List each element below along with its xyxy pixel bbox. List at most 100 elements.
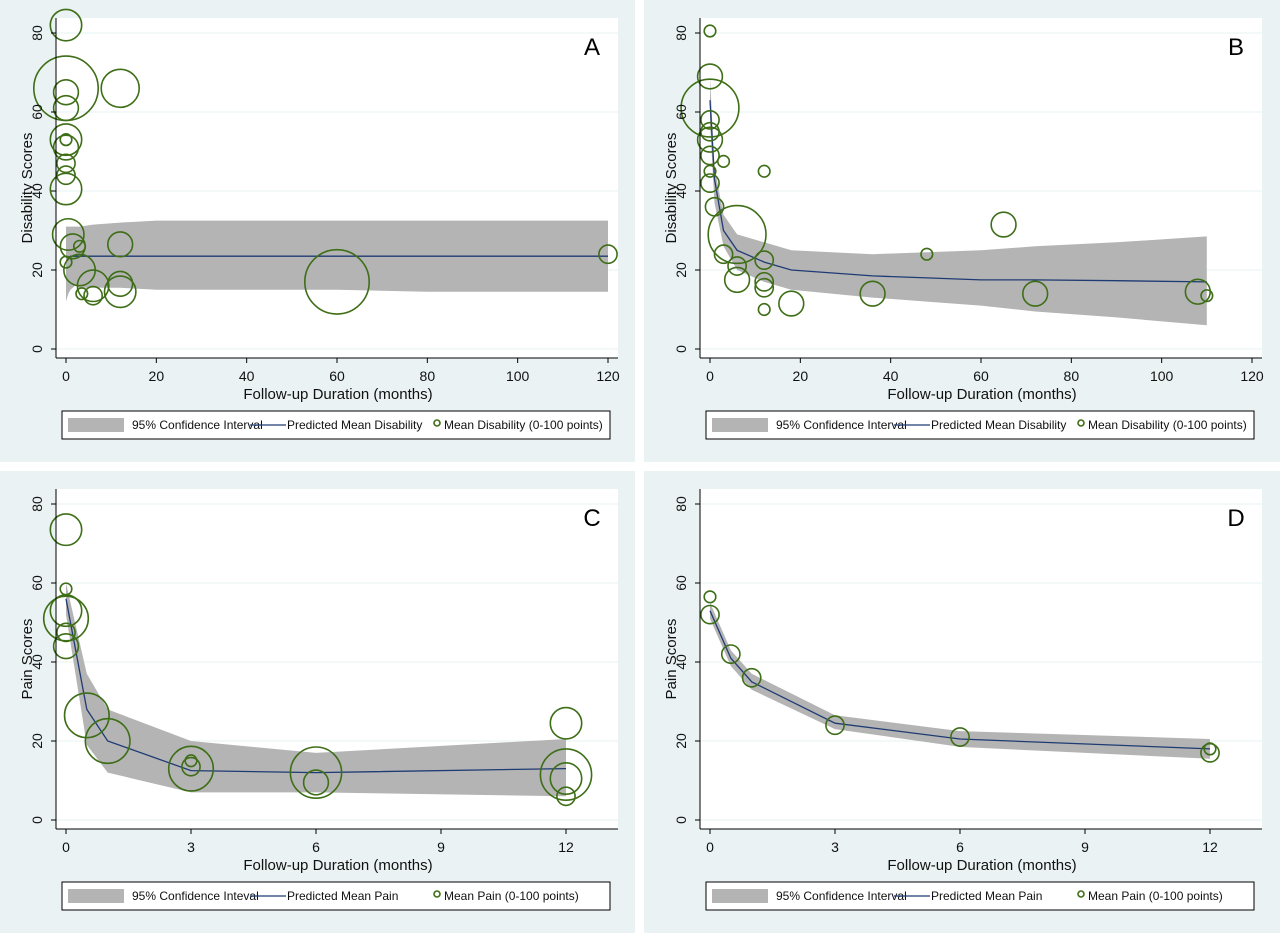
data-point-bubble (778, 290, 805, 317)
y-axis-title: Disability Scores (19, 133, 36, 244)
y-tick-label: 80 (29, 25, 45, 41)
prediction-line (709, 100, 1207, 283)
data-point-bubble (696, 126, 724, 153)
confidence-band (66, 583, 566, 797)
data-point-bubble (713, 244, 734, 265)
legend-label-line: Predicted Mean Pain (287, 889, 398, 903)
y-tick-label: 20 (29, 262, 45, 278)
data-point-bubble (52, 79, 80, 106)
y-tick-label: 60 (29, 575, 45, 591)
confidence-band (710, 602, 1210, 759)
data-point-bubble (303, 248, 370, 315)
data-point-bubble (49, 172, 83, 206)
data-point-bubble (741, 667, 762, 688)
data-point-bubble (723, 266, 751, 294)
legend-swatch-bubble (1077, 419, 1085, 427)
y-tick-label: 40 (673, 183, 689, 199)
data-point-bubble (598, 244, 618, 265)
data-point-bubble (83, 285, 104, 306)
x-tick-label: 0 (706, 839, 714, 855)
data-point-bubble (754, 271, 775, 292)
data-point-bubble (549, 762, 583, 796)
x-tick-label: 9 (437, 839, 445, 855)
chart-svg: 0 20 40 60 80 0 3 6 9 12 Follow-up Duration (month… (663, 489, 1262, 911)
data-point-bubble (1022, 280, 1049, 307)
x-tick-label: 3 (831, 839, 839, 855)
confidence-band (66, 220, 608, 302)
data-point-bubble (49, 594, 83, 628)
data-point-bubble (754, 250, 775, 271)
data-point-bubble (100, 68, 140, 109)
data-point-bubble (859, 280, 886, 307)
x-tick-label: 20 (793, 368, 809, 384)
data-point-bubble (1200, 742, 1220, 763)
x-tick-label: 100 (506, 368, 530, 384)
y-tick-label: 80 (29, 496, 45, 512)
legend-swatch-band (712, 889, 768, 903)
data-point-bubble (106, 231, 134, 258)
y-tick-label: 20 (29, 733, 45, 749)
x-tick-label: 0 (62, 368, 70, 384)
y-tick-label: 80 (673, 496, 689, 512)
data-point-bubble (52, 633, 80, 660)
data-point-bubble (52, 134, 80, 161)
data-point-bubble (700, 604, 720, 625)
data-point-bubble (757, 164, 771, 178)
data-point-bubble (703, 164, 717, 178)
data-point-bubble (680, 78, 740, 138)
x-axis-title: Follow-up Duration (months) (243, 386, 432, 403)
x-tick-label: 80 (420, 368, 436, 384)
legend-label-line: Predicted Mean Pain (931, 889, 1042, 903)
y-tick-label: 0 (29, 816, 45, 824)
y-tick-label: 0 (673, 816, 689, 824)
data-point-bubble (700, 110, 720, 130)
data-point-bubble (76, 269, 110, 303)
plot-area (56, 18, 618, 358)
data-point-bubble (720, 644, 741, 665)
legend (705, 881, 1255, 911)
legend-label-band: 95% Confidence Interval (776, 418, 907, 432)
data-point-bubble (549, 706, 583, 740)
chart-panel-c: 0 20 40 60 80 0 3 6 9 12 Follow-up Duration (month… (0, 471, 635, 933)
legend-label-line: Predicted Mean Disability (287, 418, 422, 432)
legend-label-bubble: Mean Disability (0-100 points) (1088, 418, 1247, 432)
x-tick-label: 0 (62, 839, 70, 855)
data-point-bubble (754, 277, 775, 298)
prediction-line (65, 598, 567, 774)
data-point-bubble (696, 63, 724, 90)
data-point-bubble (56, 153, 76, 174)
x-tick-label: 0 (706, 368, 714, 384)
data-point-bubble (990, 211, 1017, 238)
x-tick-label: 12 (558, 839, 574, 855)
chart-panel-d: 0 20 40 60 80 0 3 6 9 12 Follow-up Duration (month… (644, 471, 1280, 933)
x-tick-label: 20 (149, 368, 165, 384)
data-point-bubble (167, 745, 215, 792)
panel-letter: D (1227, 505, 1244, 532)
legend-swatch-bubble (433, 419, 441, 427)
x-tick-label: 40 (883, 368, 899, 384)
legend-swatch-bubble (1077, 890, 1085, 898)
chart-panel-a: 0 20 40 60 80 0 20 40 60 80 100 120 Follow-up Durati… (0, 0, 635, 462)
legend-label-band: 95% Confidence Inteval (132, 889, 259, 903)
data-point-bubble (950, 727, 970, 747)
data-point-bubble (1200, 289, 1214, 303)
legend-label-bubble: Mean Disability (0-100 points) (444, 418, 603, 432)
y-tick-label: 60 (29, 104, 45, 120)
legend-label-bubble: Mean Pain (0-100 points) (1088, 889, 1223, 903)
x-tick-label: 60 (329, 368, 345, 384)
data-point-bubble (539, 748, 593, 801)
legend (61, 881, 611, 911)
y-tick-label: 0 (29, 345, 45, 353)
data-point-bubble (72, 239, 87, 253)
legend-swatch-band (712, 418, 768, 432)
data-point-bubble (289, 746, 343, 800)
data-point-bubble (51, 217, 85, 251)
legend-swatch-band (68, 418, 124, 432)
data-point-bubble (49, 123, 83, 157)
data-point-bubble (757, 302, 771, 317)
y-tick-label: 60 (673, 575, 689, 591)
data-point-bubble (49, 513, 83, 547)
y-tick-label: 60 (673, 104, 689, 120)
legend-swatch-bubble (433, 890, 441, 898)
y-tick-label: 40 (29, 654, 45, 670)
